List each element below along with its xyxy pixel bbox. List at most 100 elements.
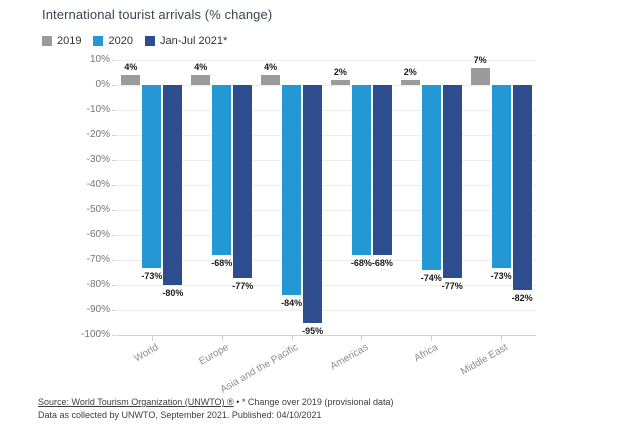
y-axis-label: -10%	[86, 104, 110, 115]
gridline--60%	[117, 235, 536, 236]
y-axis-label: -100%	[81, 329, 110, 340]
bar-value-label-2020-asia-and-the-pacific: -84%	[281, 298, 303, 308]
y-axis-tick	[112, 235, 116, 236]
category-label-middle-east: Middle East	[458, 342, 510, 378]
y-axis-tick	[112, 285, 116, 286]
x-axis-line	[117, 335, 536, 336]
y-axis-label: -70%	[86, 254, 110, 265]
bar-value-label-2019-europe: 4%	[194, 62, 208, 72]
bar-2020-africa[interactable]	[421, 85, 441, 270]
category-label-world: World	[132, 342, 161, 365]
legend-label: 2019	[57, 35, 82, 47]
y-axis-label: -90%	[86, 304, 110, 315]
bar-jan-jul-2021-europe[interactable]	[233, 85, 253, 278]
y-axis-label: -40%	[86, 179, 110, 190]
y-axis-tick	[112, 60, 116, 61]
y-axis-tick	[112, 335, 116, 336]
bar-2020-world[interactable]	[142, 85, 162, 268]
source-link[interactable]: Source: World Tourism Organization (UNWT…	[38, 397, 234, 407]
gridline--30%	[117, 160, 536, 161]
y-axis-tick	[112, 135, 116, 136]
gridline--90%	[117, 310, 536, 311]
footer-note: * Change over 2019 (provisional data)	[241, 397, 394, 407]
bar-2020-middle-east[interactable]	[491, 85, 511, 268]
y-axis-label: -50%	[86, 204, 110, 215]
legend-item-jan-jul-2021[interactable]: Jan-Jul 2021*	[144, 35, 228, 47]
bar-value-label-2019-americas: 2%	[333, 67, 347, 77]
y-axis-tick	[112, 110, 116, 111]
category-label-europe: Europe	[196, 342, 231, 368]
category-label-africa: Africa	[412, 342, 440, 365]
bar-value-label-jan-jul-2021-americas: -68%	[371, 258, 393, 268]
y-axis-tick	[112, 185, 116, 186]
bar-value-label-2019-middle-east: 7%	[473, 54, 487, 65]
legend-item-2019[interactable]: 2019	[42, 35, 81, 47]
y-axis-label: -20%	[86, 129, 110, 140]
bar-2020-americas[interactable]	[351, 85, 371, 255]
category-label-asia-and-the-pacific: Asia and the Pacific	[218, 342, 301, 396]
bar-jan-jul-2021-middle-east[interactable]	[512, 85, 532, 290]
bar-2019-world[interactable]	[121, 75, 141, 85]
legend-label: 2020	[108, 35, 133, 47]
footer-line-source: Source: World Tourism Organization (UNWT…	[38, 396, 393, 409]
legend-swatch-icon	[93, 36, 104, 46]
bar-value-label-jan-jul-2021-world: -80%	[162, 288, 184, 298]
x-axis-tick	[151, 336, 153, 341]
x-axis-tick	[291, 336, 293, 341]
gridline-10%	[117, 60, 536, 61]
bar-value-label-jan-jul-2021-asia-and-the-pacific: -95%	[302, 325, 324, 336]
bar-jan-jul-2021-world[interactable]	[163, 85, 183, 285]
bar-2019-asia-and-the-pacific[interactable]	[261, 75, 281, 85]
gridline--80%	[117, 285, 536, 286]
gridline--10%	[117, 110, 536, 111]
y-axis-label: -30%	[86, 154, 110, 165]
x-axis-tick	[221, 336, 223, 341]
bar-value-label-2020-europe: -68%	[211, 258, 233, 268]
chart-footer: Source: World Tourism Organization (UNWT…	[38, 396, 393, 422]
footer-bullet: •	[236, 397, 240, 407]
bar-2020-europe[interactable]	[212, 85, 232, 255]
bar-jan-jul-2021-africa[interactable]	[442, 85, 462, 278]
x-axis-tick	[431, 336, 433, 341]
bar-value-label-jan-jul-2021-europe: -77%	[232, 280, 254, 291]
bar-2019-europe[interactable]	[191, 75, 211, 85]
legend-swatch-icon	[42, 36, 52, 46]
bar-value-label-2019-world: 4%	[124, 62, 138, 72]
y-axis-label: 10%	[89, 54, 110, 65]
x-axis-tick	[501, 336, 503, 341]
bar-2019-africa[interactable]	[400, 80, 420, 85]
bar-jan-jul-2021-americas[interactable]	[372, 85, 392, 255]
legend-swatch-icon	[144, 36, 155, 46]
chart-legend: 2019 2020 Jan-Jul 2021*	[42, 35, 227, 47]
gridline--70%	[117, 260, 536, 261]
legend-label: Jan-Jul 2021*	[159, 35, 228, 47]
bar-value-label-2020-world: -73%	[141, 270, 163, 281]
y-axis-tick	[112, 85, 116, 86]
x-axis-tick	[361, 336, 363, 341]
y-axis-label: 0%	[95, 79, 110, 90]
bar-2019-americas[interactable]	[330, 80, 350, 85]
y-axis-tick	[112, 210, 116, 211]
y-axis-tick	[112, 160, 116, 161]
y-axis-tick	[112, 310, 116, 311]
legend-item-2020[interactable]: 2020	[93, 35, 133, 47]
bar-value-label-jan-jul-2021-africa: -77%	[441, 280, 463, 291]
footer-line-published: Data as collected by UNWTO, September 20…	[38, 410, 322, 420]
chart-title: International tourist arrivals (% change…	[42, 7, 273, 22]
bar-value-label-2020-africa: -74%	[420, 273, 442, 283]
bar-jan-jul-2021-asia-and-the-pacific[interactable]	[303, 85, 323, 323]
bar-2020-asia-and-the-pacific[interactable]	[282, 85, 302, 295]
y-axis-tick	[112, 260, 116, 261]
bar-2019-middle-east[interactable]	[470, 67, 490, 85]
gridline-0%	[117, 85, 536, 86]
y-axis-label: -60%	[86, 229, 110, 240]
bar-value-label-2020-americas: -68%	[350, 258, 372, 268]
bar-value-label-2019-asia-and-the-pacific: 4%	[264, 62, 278, 72]
y-axis-label: -80%	[86, 279, 110, 290]
bar-value-label-2020-middle-east: -73%	[490, 270, 512, 281]
gridline--40%	[117, 185, 536, 186]
gridline--50%	[117, 210, 536, 211]
bar-value-label-2019-africa: 2%	[403, 67, 417, 77]
